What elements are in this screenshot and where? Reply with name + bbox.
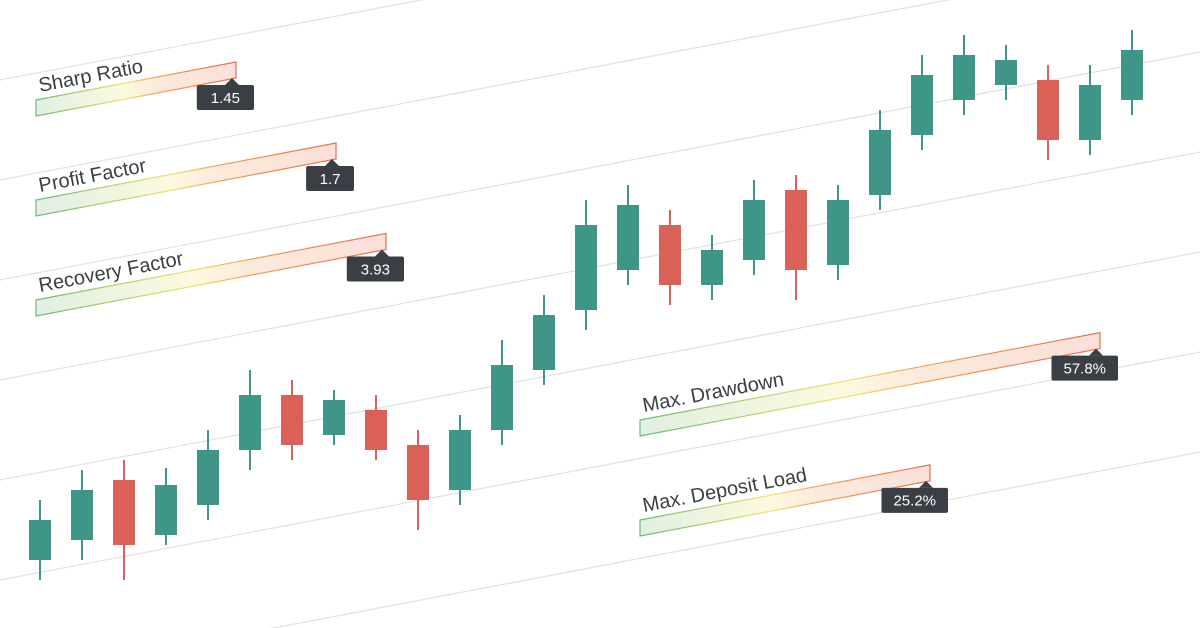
metric-value: 3.93 <box>361 261 390 278</box>
metric-max-deposit-load: Max. Deposit Load25.2% <box>640 464 948 536</box>
candlestick-chart <box>29 30 1143 580</box>
metric-profit-factor: Profit Factor1.7 <box>36 143 354 216</box>
metric-max-drawdown: Max. Drawdown57.8% <box>640 333 1118 436</box>
metric-value: 1.7 <box>320 171 341 188</box>
metric-value: 57.8% <box>1063 360 1106 377</box>
metric-sharp-ratio: Sharp Ratio1.45 <box>36 56 254 116</box>
grid-lines <box>0 0 1200 628</box>
metric-value: 25.2% <box>893 493 936 510</box>
metric-value: 1.45 <box>211 90 240 107</box>
metric-recovery-factor: Recovery Factor3.93 <box>36 234 404 317</box>
